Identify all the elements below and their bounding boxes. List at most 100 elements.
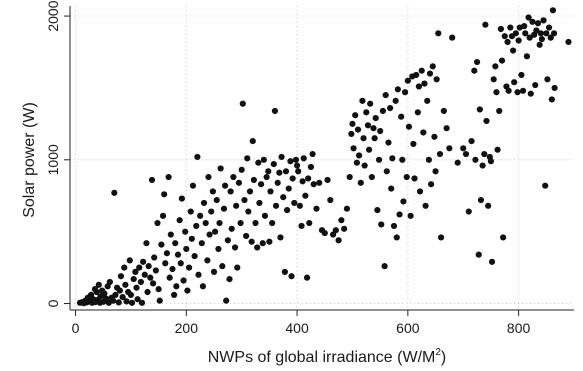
scatter-point: [382, 92, 389, 99]
scatter-point: [460, 145, 467, 152]
scatter-point: [298, 222, 305, 230]
scatter-point: [349, 120, 356, 127]
scatter-point: [239, 100, 246, 107]
scatter-point: [244, 155, 251, 162]
scatter-point: [277, 234, 284, 241]
scatter-point: [462, 150, 470, 158]
x-tick-label-0: 0: [72, 320, 80, 336]
scatter-point: [215, 245, 222, 253]
scatter-point: [359, 97, 366, 104]
scatter-point: [154, 219, 161, 227]
scatter-point: [346, 173, 353, 181]
scatter-point: [361, 162, 368, 169]
scatter-point: [148, 176, 156, 184]
scatter-point: [475, 251, 482, 258]
scatter-point: [432, 168, 439, 175]
scatter-point: [471, 67, 478, 74]
scatter-point: [316, 179, 323, 186]
scatter-point: [126, 257, 133, 264]
scatter-point: [305, 175, 312, 182]
scatter-point: [385, 139, 392, 146]
scatter-point: [295, 168, 302, 175]
scatter-point: [270, 161, 277, 168]
scatter-point: [95, 281, 102, 288]
scatter-point: [332, 227, 339, 234]
scatter-point: [287, 158, 294, 165]
scatter-point: [424, 97, 431, 104]
scatter-point: [490, 76, 497, 83]
scatter-point: [147, 274, 154, 281]
scatter-point: [549, 7, 557, 14]
scatter-point: [388, 185, 395, 192]
scatter-point: [274, 179, 281, 186]
scatter-point: [532, 81, 539, 89]
scatter-point: [221, 182, 229, 189]
scatter-point: [202, 219, 209, 227]
scatter-point: [440, 107, 447, 115]
scatter-point: [238, 166, 245, 173]
scatter-point: [213, 196, 220, 204]
scatter-point: [537, 30, 544, 37]
scatter-point: [241, 196, 248, 204]
scatter-point: [542, 182, 549, 189]
scatter-point: [285, 185, 292, 192]
scatter-point: [504, 38, 511, 46]
scatter-point: [111, 189, 118, 196]
scatter-point: [119, 293, 126, 301]
scatter-point: [185, 264, 193, 271]
scatter-point: [255, 159, 262, 166]
scatter-point: [394, 86, 401, 93]
scatter-point: [151, 254, 158, 261]
scatter-point: [477, 196, 485, 204]
scatter-point: [162, 260, 169, 267]
scatter-point: [433, 76, 440, 83]
scatter-point: [426, 70, 434, 77]
scatter-point: [272, 202, 280, 209]
scatter-point: [291, 199, 298, 207]
scatter-point: [187, 208, 194, 215]
scatter-point: [194, 153, 201, 161]
scatter-point: [421, 80, 428, 87]
x-tick-label-3: 600: [396, 320, 420, 336]
scatter-point: [335, 237, 342, 244]
scatter-point: [188, 235, 195, 242]
scatter-point: [174, 251, 182, 258]
x-axis-title-close: ): [441, 349, 446, 366]
scatter-point: [519, 87, 527, 94]
scatter-point: [488, 258, 496, 265]
scatter-point: [392, 97, 399, 104]
scatter-point: [435, 30, 442, 37]
scatter-point: [159, 212, 167, 219]
scatter-point: [449, 34, 456, 41]
scatter-point: [182, 228, 189, 235]
scatter-point: [271, 107, 279, 115]
scatter-point: [226, 275, 233, 283]
scatter-point: [383, 168, 390, 175]
data-points: [76, 7, 572, 307]
scatter-point: [534, 20, 542, 27]
scatter-point: [115, 299, 122, 306]
tick-labels: 0 200 400 600 800 0 1000 2000: [45, 0, 531, 336]
scatter-point: [265, 168, 272, 175]
scatter-point: [155, 286, 162, 293]
scatter-point: [224, 237, 231, 244]
scatter-point: [177, 260, 184, 267]
scatter-point: [166, 274, 173, 281]
scatter-point: [206, 231, 213, 238]
scatter-point: [348, 130, 355, 138]
y-tick-label-0: 0: [45, 299, 61, 307]
scatter-point: [137, 278, 144, 286]
scatter-point: [425, 156, 432, 163]
scatter-point: [248, 238, 255, 245]
x-axis-title: NWPs of global irradiance (W/M2): [208, 347, 447, 366]
scatter-point: [481, 150, 488, 158]
scatter-point: [117, 273, 125, 280]
scatter-point: [418, 67, 425, 74]
scatter-point: [269, 219, 276, 227]
scatter-point: [378, 221, 385, 228]
scatter-point: [191, 252, 198, 260]
scatter-point: [514, 89, 521, 96]
scatter-point: [364, 122, 372, 129]
scatter-point: [341, 225, 348, 232]
